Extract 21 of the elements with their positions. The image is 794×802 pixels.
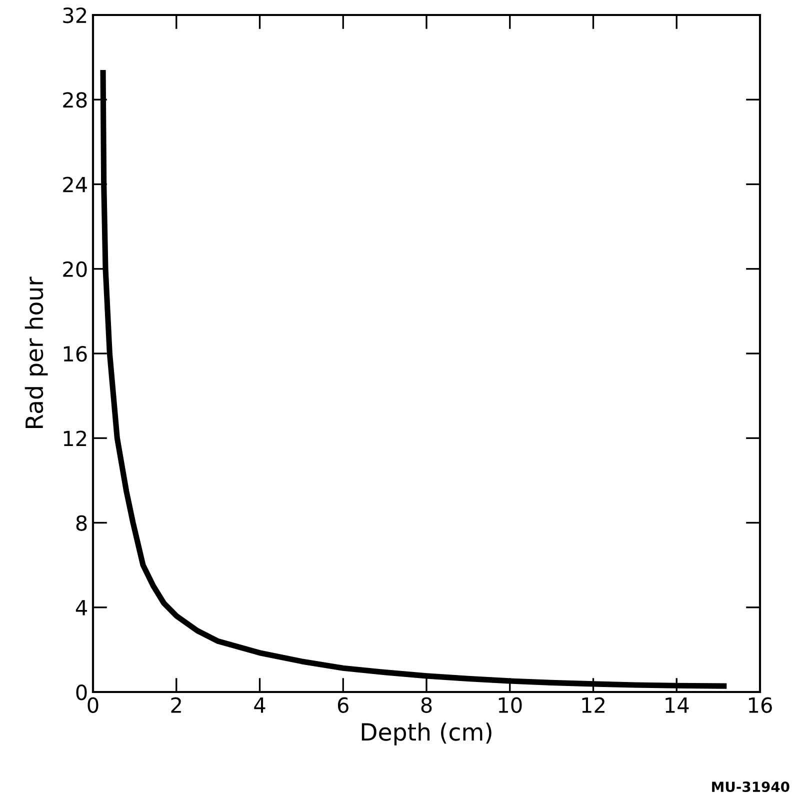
x-tick-label: 12 xyxy=(582,697,604,713)
y-tick-label: 0 xyxy=(76,684,87,700)
x-tick-label: 6 xyxy=(338,697,348,713)
y-tick-label: 32 xyxy=(63,7,86,24)
y-tick-label: 20 xyxy=(63,261,87,278)
text: MU-31940 xyxy=(712,782,790,792)
x-tick-label: 14 xyxy=(666,698,689,713)
x-axis-title: Depth (cm) xyxy=(362,722,492,746)
x-tick-label: 8 xyxy=(421,697,432,713)
y-axis-title: Rad per hour xyxy=(24,276,48,428)
y-tick-label: 12 xyxy=(64,430,86,446)
x-tick-label: 4 xyxy=(254,698,266,713)
x-tick-label: 10 xyxy=(498,697,522,713)
y-tick-label: 28 xyxy=(63,92,87,108)
y-tick-label: 24 xyxy=(63,176,87,192)
y-tick-label: 8 xyxy=(76,515,87,531)
y-tick-label: 4 xyxy=(76,600,87,616)
x-tick-label: 16 xyxy=(749,697,772,713)
y-tick-label: 16 xyxy=(64,346,87,362)
x-tick-label: 2 xyxy=(171,697,181,713)
x-tick-label: 0 xyxy=(88,697,98,713)
